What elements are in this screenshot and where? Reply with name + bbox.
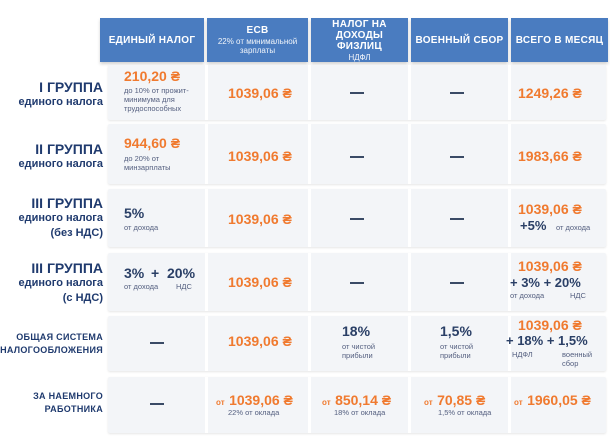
table-row xyxy=(108,377,606,433)
header-single-tax: ЕДИНЫЙ НАЛОГ xyxy=(100,18,204,62)
row-label: III группа единого налога (без НДС) xyxy=(0,196,103,241)
single-tax-dash xyxy=(150,342,164,344)
row-label-line2: РАБОТНИКА xyxy=(44,404,103,414)
total-extra-note: от дохода xyxy=(556,223,591,232)
ndfl-dash xyxy=(350,156,364,158)
ndfl-cell: от 850,14 ₴ xyxy=(322,392,391,410)
total-extra: + 18% + 1,5% xyxy=(506,333,588,348)
header-title: ВОЕННЫЙ СБОР xyxy=(415,34,504,46)
military-dash xyxy=(450,156,464,158)
single-tax-note: до 10% от прожит-минимума для трудоспосо… xyxy=(124,86,189,113)
row-label: I группа единого налога xyxy=(0,80,103,110)
table-row xyxy=(108,316,606,371)
total-value: 1039,06 ₴ xyxy=(518,201,582,217)
row-label-sub: единого налога xyxy=(18,277,103,289)
military-note: 1,5% от оклада xyxy=(438,408,492,417)
row-label-line1: ЗА НАЕМНОГО xyxy=(33,391,103,401)
esv-value: 1039,06 ₴ xyxy=(228,274,292,290)
row-label-group: III группа xyxy=(31,260,103,276)
single-tax-note: от дохода xyxy=(124,223,159,232)
header-title: ЕСВ xyxy=(246,25,269,36)
military-value: 70,85 ₴ xyxy=(437,392,486,408)
military-prefix: от xyxy=(424,398,433,407)
military-note: от чистой прибыли xyxy=(440,342,474,360)
single-note-a: от дохода xyxy=(124,282,159,291)
header-title: НАЛОГ НА ДОХОДЫ ФИЗЛИЦ xyxy=(332,18,387,52)
military-dash xyxy=(450,218,464,220)
row-label-vat: (с НДС) xyxy=(62,292,103,304)
military-cell: от 70,85 ₴ xyxy=(424,392,485,410)
esv-value: 1039,06 ₴ xyxy=(229,392,293,408)
row-label-vat: (без НДС) xyxy=(50,227,104,239)
row-label-line1: ОБЩАЯ СИСТЕМА xyxy=(16,332,103,342)
ndfl-note: 18% от оклада xyxy=(334,408,386,417)
total-extra: + 3% + 20% xyxy=(510,275,581,290)
total-note-b: НДС xyxy=(570,291,586,300)
row-label-sub: единого налога xyxy=(18,158,103,170)
total-value: 1039,06 ₴ xyxy=(518,258,582,274)
ndfl-value: 850,14 ₴ xyxy=(335,392,392,408)
total-extra: +5% xyxy=(520,218,547,233)
row-label: III группа единого налога (с НДС) xyxy=(0,261,103,306)
military-dash xyxy=(450,92,464,94)
esv-value: 1039,06 ₴ xyxy=(228,85,292,101)
ndfl-dash xyxy=(350,92,364,94)
row-label-line2: НАЛОГООБЛОЖЕНИЯ xyxy=(0,345,103,355)
single-tax-value: 944,60 ₴ xyxy=(124,135,181,151)
total-note-a: от дохода xyxy=(510,291,545,300)
header-esv: ЕСВ 22% от минимальной зарплаты xyxy=(207,18,308,62)
esv-prefix: от xyxy=(216,398,225,407)
header-sub: 22% от минимальной зарплаты xyxy=(217,37,298,55)
single-tax-value: 5% xyxy=(124,205,145,221)
row-label-sub: единого налога xyxy=(18,212,103,224)
row-label-group: III группа xyxy=(31,195,103,211)
total-value: 1039,06 ₴ xyxy=(518,317,582,333)
single-tax-a: 3% xyxy=(124,265,145,281)
total-prefix: от xyxy=(514,398,523,407)
table-row xyxy=(108,124,606,184)
single-note-b: НДС xyxy=(176,282,192,291)
total-value: 1960,05 ₴ xyxy=(527,392,591,408)
row-label-sub: единого налога xyxy=(18,96,103,108)
ndfl-dash xyxy=(350,282,364,284)
header-military: ВОЕННЫЙ СБОР xyxy=(411,18,508,62)
total-value: 1983,66 ₴ xyxy=(518,148,582,164)
ndfl-prefix: от xyxy=(322,398,331,407)
header-sub: НДФЛ xyxy=(348,52,371,62)
row-label: ОБЩАЯ СИСТЕМА НАЛОГООБЛОЖЕНИЯ xyxy=(0,331,103,357)
header-ndfl: НАЛОГ НА ДОХОДЫ ФИЗЛИЦ НДФЛ xyxy=(311,18,408,62)
single-plus: + xyxy=(151,265,160,281)
esv-value: 1039,06 ₴ xyxy=(228,333,292,349)
row-label-group: II группа xyxy=(35,141,103,157)
military-value: 1,5% xyxy=(440,323,472,339)
total-note-a: НДФЛ xyxy=(512,350,533,359)
ndfl-value: 18% xyxy=(342,323,371,339)
header-total: ВСЕГО В МЕСЯЦ xyxy=(511,18,608,62)
single-tax-value: 210,20 ₴ xyxy=(124,68,181,84)
header-title: ВСЕГО В МЕСЯЦ xyxy=(515,34,604,46)
total-cell: от 1960,05 ₴ xyxy=(514,392,591,410)
row-label: ЗА НАЕМНОГО РАБОТНИКА xyxy=(0,390,103,416)
single-tax-b: 20% xyxy=(167,265,196,281)
esv-value: 1039,06 ₴ xyxy=(228,148,292,164)
row-label: II группа единого налога xyxy=(0,142,103,172)
single-tax-dash xyxy=(150,403,164,405)
esv-value: 1039,06 ₴ xyxy=(228,211,292,227)
military-dash xyxy=(450,282,464,284)
row-label-group: I группа xyxy=(39,79,103,95)
ndfl-dash xyxy=(350,218,364,220)
esv-note: 22% от оклада xyxy=(228,408,280,417)
total-note-b: военный сбор xyxy=(562,350,593,368)
ndfl-note: от чистой прибыли xyxy=(342,342,376,360)
esv-cell: от 1039,06 ₴ xyxy=(216,392,293,410)
total-value: 1249,26 ₴ xyxy=(518,85,582,101)
single-tax-note: до 20% от минзарплаты xyxy=(124,154,171,172)
header-title: ЕДИНЫЙ НАЛОГ xyxy=(108,34,196,46)
